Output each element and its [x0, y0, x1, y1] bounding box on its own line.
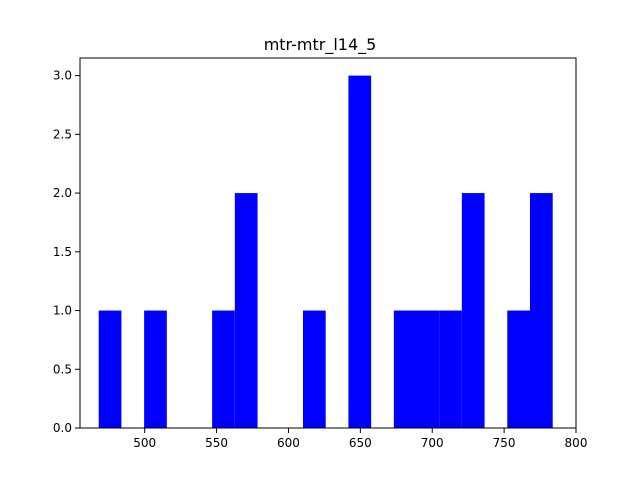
x-tick-label: 800	[565, 436, 588, 450]
histogram-bar	[302, 310, 326, 428]
y-tick-label: 2.5	[53, 127, 72, 141]
histogram-bar	[507, 310, 530, 428]
plot-frame	[79, 57, 577, 429]
x-tick-label: 750	[493, 436, 516, 450]
y-tick-label: 3.0	[53, 69, 72, 83]
histogram-bar	[144, 310, 167, 428]
x-tick-label: 550	[205, 436, 228, 450]
histogram-bar	[212, 310, 235, 428]
histogram-bar	[529, 193, 553, 428]
y-axis-ticks: 0.0 0.5 1.0 1.5 2.0 2.5 3.0	[53, 69, 80, 435]
histogram-bar	[234, 193, 258, 428]
histogram-bar	[98, 310, 122, 428]
y-tick-label: 0.0	[53, 421, 72, 435]
histogram-bar	[416, 310, 440, 428]
histogram-bar	[348, 75, 372, 429]
y-tick-label: 1.0	[53, 304, 72, 318]
x-tick-label: 650	[349, 436, 372, 450]
x-axis-ticks: 500 550 600 650 700 750 800	[133, 428, 587, 450]
chart-title: mtr-mtr_l14_5	[264, 35, 377, 55]
x-tick-label: 700	[421, 436, 444, 450]
y-tick-label: 0.5	[53, 362, 72, 376]
x-tick-label: 500	[133, 436, 156, 450]
x-tick-label: 600	[277, 436, 300, 450]
bars-group	[98, 75, 553, 429]
histogram-bar	[461, 193, 485, 428]
histogram-bar	[439, 310, 462, 428]
y-tick-label: 2.0	[53, 186, 72, 200]
histogram-bar	[393, 310, 417, 428]
y-tick-label: 1.5	[53, 245, 72, 259]
